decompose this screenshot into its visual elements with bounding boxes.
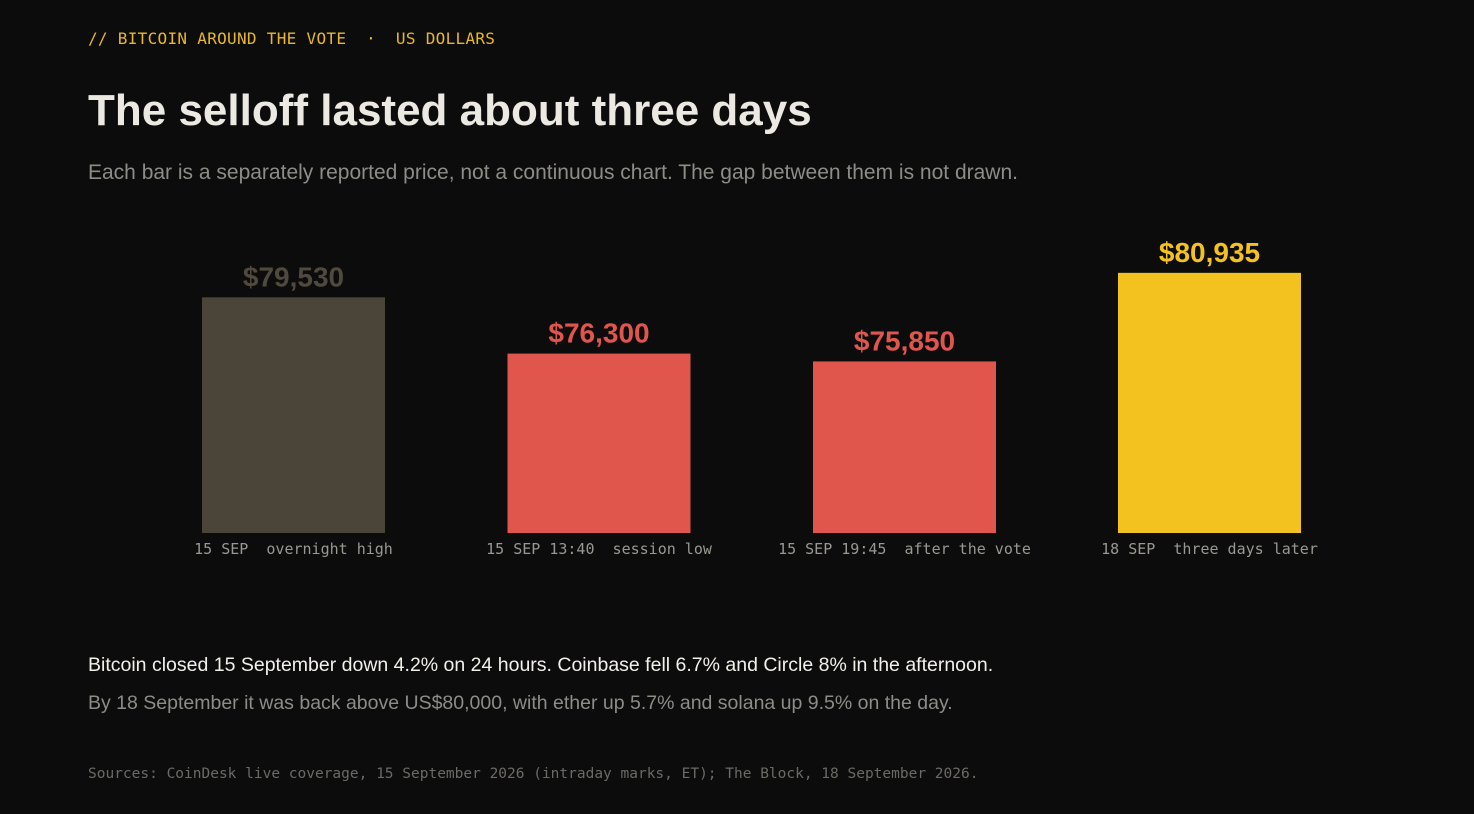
bar-value-label-1: $79,530 [243, 261, 344, 292]
category-label-1: 15 SEP overnight high [194, 540, 393, 558]
chart-subtitle: Each bar is a separately reported price,… [88, 161, 1018, 184]
bar-value-label-3: $75,850 [854, 325, 955, 356]
bar-value-label-4: $80,935 [1159, 237, 1260, 268]
category-label-4: 18 SEP three days later [1101, 540, 1318, 558]
bar-1 [202, 297, 385, 533]
bar-4 [1118, 272, 1301, 533]
bar-3 [813, 361, 996, 533]
category-label-3: 15 SEP 19:45 after the vote [778, 540, 1031, 558]
category-label-2: 15 SEP 13:40 session low [486, 540, 713, 558]
sources-note: Sources: CoinDesk live coverage, 15 Sept… [88, 766, 979, 782]
bar-value-label-2: $76,300 [548, 318, 649, 349]
chart-kicker: // BITCOIN AROUND THE VOTE · US DOLLARS [88, 29, 496, 48]
bar-chart: $79,530 15 SEP overnight high $76,300 15 SE… [194, 237, 1318, 558]
summary-note-secondary: By 18 September it was back above US$80,… [88, 692, 953, 714]
summary-note-primary: Bitcoin closed 15 September down 4.2% on… [88, 654, 994, 676]
chart-title: The selloff lasted about three days [88, 86, 812, 135]
bar-2 [507, 353, 691, 533]
